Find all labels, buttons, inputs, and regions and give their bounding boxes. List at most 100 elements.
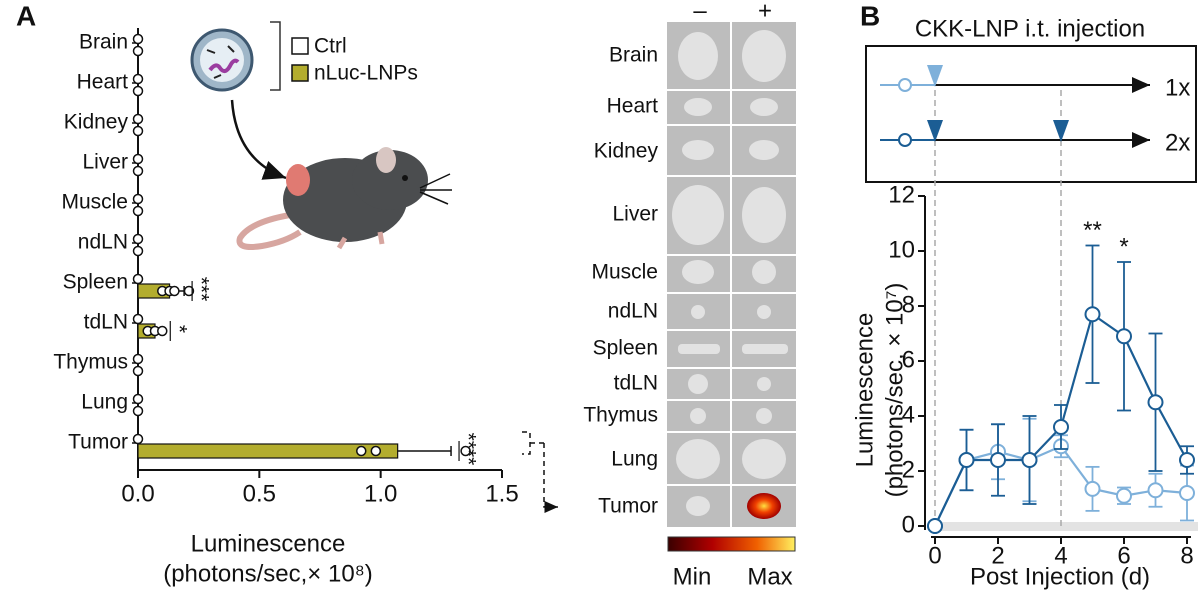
category-label: Kidney [64, 111, 129, 134]
data-point [169, 285, 180, 297]
data-point [1147, 482, 1164, 499]
category-label: Brain [79, 31, 128, 54]
imaging-row-label: Spleen [593, 337, 658, 360]
category-label: Lung [81, 391, 128, 414]
significance: **** [456, 433, 479, 466]
data-point [1053, 419, 1069, 435]
data-point [1084, 480, 1101, 497]
ctrl-point [132, 353, 144, 365]
data-point [183, 285, 195, 297]
category-label: Thymus [53, 351, 128, 374]
category-label: ndLN [78, 231, 128, 254]
scale-min: Min [673, 563, 712, 590]
category-label: Muscle [61, 191, 128, 214]
data-point [132, 205, 144, 217]
data-point [132, 245, 144, 257]
legend-marker [898, 78, 912, 92]
data-point [1147, 394, 1164, 411]
data-point [132, 45, 144, 57]
injection-marker [927, 65, 943, 87]
data-point [132, 85, 144, 97]
data-point [1084, 306, 1101, 323]
legend-swatch [291, 37, 309, 55]
data-point [1021, 452, 1038, 468]
legend-bracket [270, 21, 281, 91]
y-tick-label: 2 [902, 456, 915, 483]
ctrl-point [132, 393, 144, 405]
x-tick-label: 4 [1054, 542, 1067, 569]
imaging-row-label: Thymus [583, 404, 658, 427]
category-label: Tumor [68, 431, 128, 454]
x-tick-label: 0.5 [243, 480, 276, 507]
category-label: Spleen [63, 271, 128, 294]
data-point [132, 165, 144, 177]
y-axis-label: (photons/sec, × 10⁷) [881, 283, 908, 498]
imaging-row-label: ndLN [608, 300, 658, 323]
column-label: – [693, 0, 707, 24]
imaging-row-label: Tumor [598, 495, 658, 518]
scale-max: Max [747, 563, 792, 590]
y-tick-label: 0 [902, 511, 915, 538]
y-tick-label: 12 [888, 181, 915, 208]
data-point [460, 445, 471, 457]
legend-swatch [291, 64, 309, 82]
y-tick-label: 4 [902, 401, 915, 428]
arrow [230, 99, 287, 180]
y-tick-label: 8 [902, 291, 915, 318]
panel-label: A [16, 0, 36, 31]
imaging-row-label: Liver [612, 203, 658, 226]
x-tick-label: 1.0 [364, 480, 397, 507]
legend-label: Ctrl [314, 35, 347, 58]
schematic-box [865, 45, 1197, 183]
data-point [958, 452, 975, 468]
data-point [1116, 328, 1132, 345]
imaging-row-label: Lung [611, 448, 658, 471]
significance: ** [1083, 217, 1102, 244]
connector [522, 431, 556, 508]
x-tick-label: 0 [928, 542, 941, 569]
ctrl-point [132, 193, 144, 205]
data-point [1179, 452, 1195, 468]
x-tick-label: 6 [1117, 542, 1130, 569]
ctrl-point [132, 33, 144, 45]
injection-marker [1053, 120, 1069, 142]
chart-title: CKK-LNP i.t. injection [915, 15, 1145, 42]
data-point [370, 445, 382, 457]
imaging-panel [667, 22, 796, 552]
y-tick-label: 10 [888, 236, 915, 263]
data-point [132, 405, 144, 417]
imaging-row-label: Muscle [591, 261, 658, 284]
significance: *** [190, 277, 213, 302]
ctrl-point [132, 313, 144, 325]
imaging-row-label: Heart [607, 95, 659, 118]
data-point [1179, 485, 1195, 501]
data-point [927, 518, 943, 534]
x-axis-label: Post Injection (d) [970, 563, 1150, 590]
legend-label: nLuc-LNPs [314, 62, 418, 85]
lnp-icon [190, 28, 254, 92]
ctrl-point [132, 73, 144, 85]
baseline-band [930, 522, 1198, 531]
legend-marker [898, 133, 912, 147]
y-axis-label: Luminescence [851, 313, 878, 468]
ctrl-point [132, 433, 144, 445]
ctrl-point [132, 233, 144, 245]
x-axis-label: Luminescence [191, 530, 346, 557]
imaging-row-label: Brain [609, 44, 658, 67]
category-label: Heart [77, 71, 129, 94]
imaging-row-label: tdLN [614, 372, 658, 395]
y-tick-label: 6 [902, 346, 915, 373]
legend-label: 2x [1165, 129, 1190, 156]
ctrl-point [132, 153, 144, 165]
ctrl-point [132, 273, 144, 285]
x-tick-label: 0.0 [121, 480, 154, 507]
legend-label: 1x [1165, 74, 1190, 101]
significance: * [1119, 233, 1128, 260]
column-label: + [758, 0, 772, 24]
x-tick-label: 2 [991, 542, 1004, 569]
category-label: tdLN [84, 311, 128, 334]
significance: * [168, 325, 191, 333]
x-tick-label: 1.5 [485, 480, 518, 507]
x-axis-label: (photons/sec,× 10⁸) [163, 560, 373, 587]
